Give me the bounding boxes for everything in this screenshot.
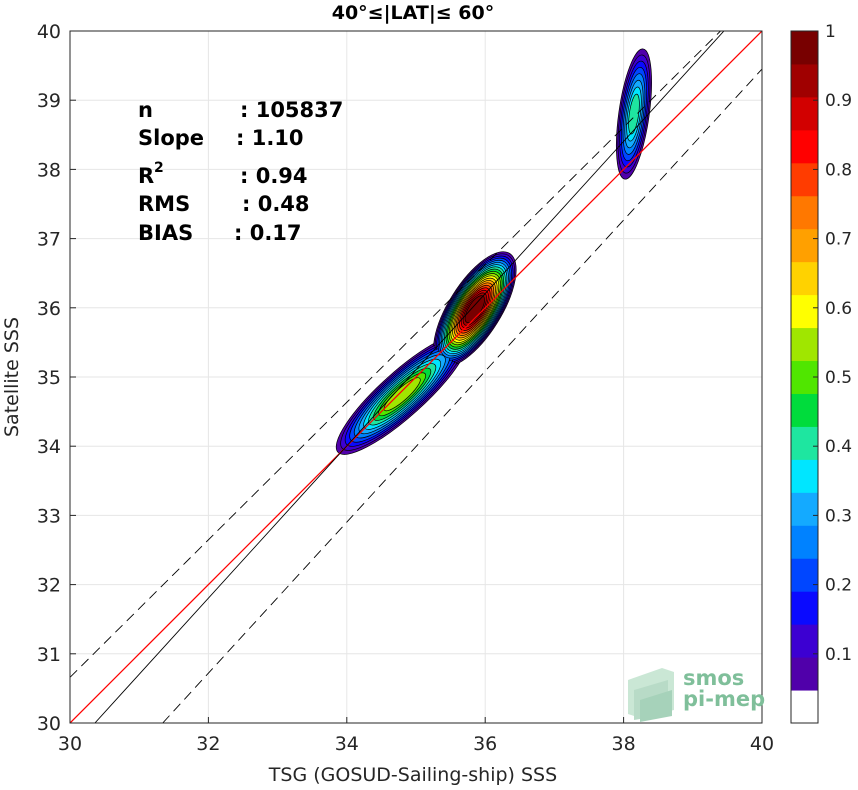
reference-lines (70, 31, 762, 723)
colorbar-segment (791, 657, 818, 691)
logo-line1: smos (683, 666, 744, 690)
stat-superscript: 2 (154, 160, 164, 176)
y-tick-label: 30 (37, 713, 61, 735)
stat-value: : 0.17 (234, 221, 302, 245)
colorbar-segment (791, 261, 818, 296)
y-tick-label: 32 (37, 575, 61, 597)
y-tick-label: 31 (37, 644, 61, 666)
colorbar-tick-label: 0.2 (825, 576, 852, 596)
y-tick-label: 36 (37, 298, 61, 320)
x-tick-label: 32 (196, 733, 220, 755)
colorbar: 0.1 0.2 0.3 0.4 0.5 0.6 0.7 0.8 0.9 1 (790, 22, 852, 724)
stat-label: R (138, 164, 154, 188)
colorbar-segment (791, 96, 818, 131)
chart-title: 40°≤|LAT|≤ 60° (332, 2, 495, 24)
y-axis-label: Satellite SSS (1, 317, 23, 437)
colorbar-segment (791, 690, 818, 724)
smos-logo: smos pi-mep (628, 666, 765, 722)
x-tick-label: 34 (335, 733, 359, 755)
colorbar-segment (791, 129, 818, 164)
stat-label: Slope (138, 126, 204, 150)
x-tick-label: 40 (750, 733, 774, 755)
y-tick-label: 34 (37, 436, 61, 458)
stat-label: n (138, 98, 153, 122)
colorbar-segment (791, 624, 818, 658)
y-tick-label: 39 (37, 90, 61, 112)
colorbar-tick-label: 0.9 (825, 91, 852, 111)
colorbar-segment (791, 525, 818, 559)
stats-box: n : 105837 Slope : 1.10 R 2 : 0.94 RMS : 0.48 BIA… (138, 98, 343, 245)
regression-line (94, 31, 725, 723)
y-axis: 30 31 32 33 34 35 36 37 38 39 40 (37, 21, 76, 735)
stat-value: : 0.48 (242, 192, 310, 216)
colorbar-segment (791, 31, 818, 65)
y-tick-label: 40 (37, 21, 61, 43)
colorbar-tick-label: 0.3 (825, 506, 852, 526)
colorbar-segment (791, 393, 818, 427)
density-contour (628, 93, 640, 135)
colorbar-tick-label: 0.6 (825, 299, 852, 319)
x-tick-label: 30 (58, 733, 82, 755)
colorbar-segment (791, 162, 818, 197)
colorbar-segment (791, 63, 818, 98)
logo-graphic-icon (628, 668, 674, 722)
x-tick-label: 38 (612, 733, 636, 755)
colorbar-segment (791, 327, 818, 362)
colorbar-segment (791, 591, 818, 625)
x-tick-label: 36 (473, 733, 497, 755)
y-tick-label: 38 (37, 159, 61, 181)
colorbar-segment (791, 195, 818, 230)
y-tick-label: 35 (37, 367, 61, 389)
colorbar-tick-label: 0.8 (825, 160, 852, 180)
x-axis: 30 32 34 36 38 40 (58, 717, 774, 755)
colorbar-tick-label: 1 (825, 22, 836, 42)
lower-bound-line (162, 68, 762, 723)
upper-bound-line (70, 31, 721, 678)
y-tick-label: 33 (37, 505, 61, 527)
stat-label: RMS (138, 192, 190, 216)
colorbar-tick-label: 0.1 (825, 645, 852, 665)
stat-value: : 105837 (240, 98, 343, 122)
colorbar-segment (791, 294, 818, 329)
colorbar-tick-label: 0.4 (825, 437, 852, 457)
colorbar-segment (791, 426, 818, 460)
logo-line2: pi-mep (683, 687, 765, 711)
colorbar-segment (791, 492, 818, 526)
x-axis-label: TSG (GOSUD-Sailing-ship) SSS (268, 764, 557, 786)
stat-label: BIAS (138, 221, 193, 245)
colorbar-tick-label: 0.7 (825, 230, 852, 250)
colorbar-tick-label: 0.5 (825, 368, 852, 388)
colorbar-segment (791, 459, 818, 493)
colorbar-segment (791, 558, 818, 592)
y-tick-label: 37 (37, 229, 61, 251)
colorbar-segment (791, 228, 818, 263)
identity-line (70, 31, 762, 723)
stat-value: : 0.94 (240, 164, 308, 188)
stat-value: : 1.10 (236, 126, 304, 150)
